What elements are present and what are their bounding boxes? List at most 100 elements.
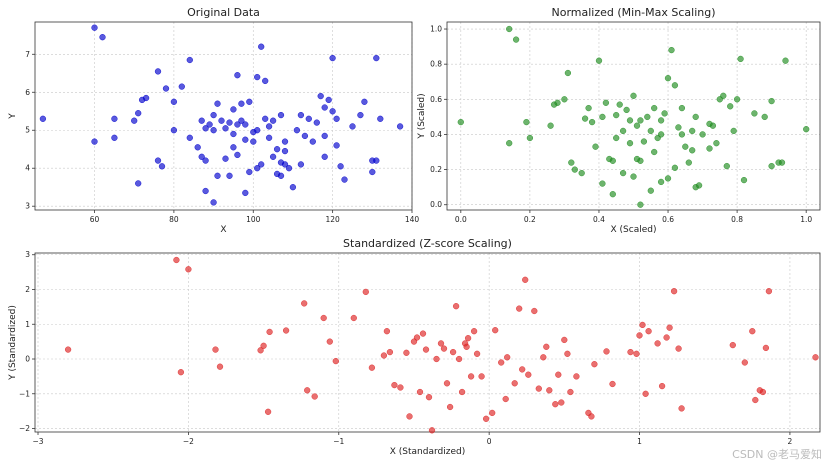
data-point [730, 127, 737, 135]
data-point [254, 127, 261, 134]
data-point [321, 132, 328, 140]
data-point [321, 104, 328, 111]
chart-title: Standardized (Z-score Scaling) [343, 237, 512, 250]
data-point [564, 69, 572, 77]
axes-frame [34, 252, 821, 433]
x-tick-label: 120 [325, 215, 340, 224]
data-point [419, 330, 427, 337]
data-point [437, 340, 445, 347]
data-point [561, 336, 568, 344]
data-point [305, 115, 312, 122]
data-point [446, 403, 454, 411]
data-point [723, 162, 730, 170]
data-point [689, 127, 696, 135]
data-point [519, 366, 526, 373]
data-point [633, 122, 641, 129]
data-point [547, 122, 554, 129]
data-point [647, 187, 654, 194]
y-tick-label: 0.6 [430, 95, 442, 104]
data-point [609, 157, 616, 164]
data-point [511, 380, 518, 387]
data-point [720, 92, 727, 99]
data-point [242, 136, 249, 143]
data-point [266, 328, 273, 336]
data-point [762, 344, 770, 352]
data-point [671, 164, 679, 171]
data-point [321, 153, 328, 160]
x-tick-label: 100 [246, 215, 261, 224]
data-point [142, 94, 150, 102]
data-point [281, 147, 289, 155]
data-point [595, 57, 603, 64]
data-point [425, 394, 433, 401]
data-point [373, 157, 380, 164]
data-point [289, 184, 297, 191]
data-point [678, 405, 685, 412]
data-point [186, 134, 193, 141]
data-point [627, 348, 634, 356]
data-point [516, 305, 523, 312]
data-point [440, 345, 448, 352]
data-point [636, 332, 643, 339]
data-point [741, 359, 748, 366]
data-point [578, 169, 585, 177]
data-point [242, 121, 249, 128]
data-point [782, 57, 789, 64]
data-point [320, 314, 327, 322]
data-point [616, 101, 623, 108]
data-point [633, 350, 640, 357]
data-point [202, 125, 209, 132]
y-tick-label: 5 [25, 126, 30, 135]
data-point [591, 361, 598, 368]
data-point [452, 303, 460, 310]
data-point [406, 413, 413, 420]
data-point [214, 172, 221, 179]
x-tick-label: 0 [487, 437, 492, 446]
data-point [675, 124, 682, 131]
data-point [277, 111, 285, 119]
data-point [282, 327, 290, 334]
y-axis-label: Y (Standardized) [8, 305, 18, 381]
data-point [238, 100, 245, 107]
data-point [234, 72, 241, 79]
data-point [473, 350, 481, 357]
data-point [158, 163, 166, 170]
x-tick-label: 1 [637, 437, 642, 446]
data-point [396, 123, 404, 130]
data-point [692, 113, 699, 121]
data-point [657, 131, 665, 138]
data-point [685, 159, 692, 166]
data-point [657, 117, 665, 124]
y-tick-label: 3 [25, 202, 30, 211]
data-point [639, 321, 646, 329]
data-point [64, 346, 72, 353]
data-point [198, 117, 205, 124]
data-point [567, 388, 574, 396]
data-point [214, 100, 221, 107]
data-point [522, 276, 529, 283]
data-point [666, 324, 673, 331]
data-point [761, 113, 768, 121]
data-point [162, 85, 170, 92]
data-point [135, 110, 142, 117]
data-point [525, 371, 532, 378]
y-axis-label: Y (Scaled) [417, 93, 427, 139]
data-point [111, 134, 118, 141]
x-tick-label: 140 [405, 215, 420, 224]
data-point [304, 387, 311, 394]
data-point [281, 161, 289, 168]
data-point [737, 55, 744, 63]
y-axis-label: Y [8, 113, 18, 120]
data-point [246, 98, 253, 105]
data-point [585, 104, 592, 112]
data-point [546, 387, 553, 394]
chart-title: Original Data [187, 6, 260, 19]
data-point [202, 157, 209, 164]
data-point [455, 355, 463, 363]
data-point [654, 340, 661, 347]
data-point [111, 115, 118, 122]
data-point [250, 138, 257, 145]
data-point [391, 381, 398, 389]
x-tick-label: 0.4 [593, 215, 605, 224]
data-point [230, 130, 237, 138]
